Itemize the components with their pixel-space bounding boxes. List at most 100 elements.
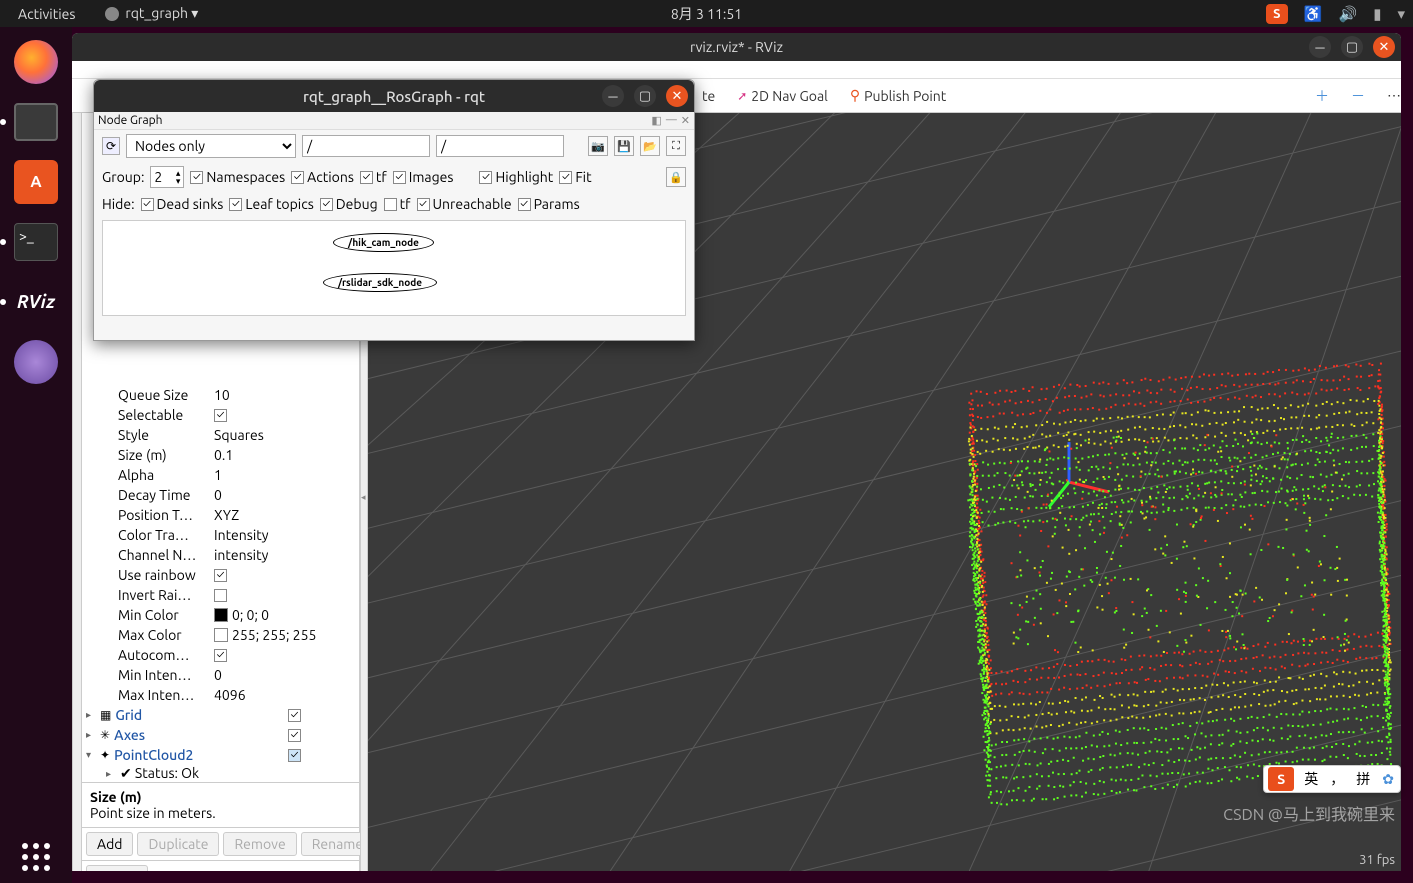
graph-node[interactable]: /hik_cam_node (333, 233, 434, 252)
property-row[interactable]: StyleSquares (82, 425, 359, 445)
ime-lang[interactable]: 英 (1298, 769, 1324, 789)
display-tree-item[interactable]: ▸▦Grid✓ (82, 705, 359, 725)
rqt-checkbox[interactable]: ✓tf (360, 169, 387, 185)
rqt-checkbox[interactable]: ✓Params (518, 196, 580, 212)
rqt-checkbox[interactable]: ✓Fit (559, 169, 591, 185)
property-row[interactable]: Max Inten…4096 (82, 685, 359, 705)
add-button[interactable]: Add (86, 832, 133, 856)
ns-filter-1[interactable] (302, 135, 430, 157)
system-menu-chevron-icon[interactable]: ▾ (1397, 5, 1405, 23)
reset-button[interactable]: Reset (86, 865, 148, 871)
property-row[interactable]: Channel N…intensity (82, 545, 359, 565)
rqt-checkbox[interactable]: ✓Actions (291, 169, 354, 185)
clock[interactable]: 8月 3 11:51 (671, 4, 742, 24)
property-description: Size (m) Point size in meters. (82, 782, 359, 827)
rqt-checkbox[interactable]: ✓Debug (320, 196, 378, 212)
dock-rviz[interactable]: RViz (9, 275, 63, 329)
property-row[interactable]: Max Color255; 255; 255 (82, 625, 359, 645)
desc-title: Size (m) (90, 789, 351, 805)
duplicate-button[interactable]: Duplicate (137, 832, 219, 856)
property-row[interactable]: Position T…XYZ (82, 505, 359, 525)
graph-node[interactable]: /rslidar_sdk_node (323, 273, 437, 292)
rqt-checkbox[interactable]: ✓Highlight (479, 169, 553, 185)
panel-collapse-handle[interactable] (72, 113, 82, 871)
toolbar-zoom-out-icon[interactable]: － (1351, 86, 1365, 106)
sogou-logo-icon: S (1268, 767, 1294, 791)
toolbar-zoom-in-icon[interactable]: ＋ (1315, 86, 1329, 106)
save-dot-button[interactable]: 💾 (614, 136, 634, 156)
close-button[interactable]: ✕ (1373, 36, 1395, 58)
volume-icon[interactable]: 🔊 (1339, 5, 1358, 23)
rqt-window: rqt_graph__RosGraph - rqt ─ ▢ ✕ Node Gra… (93, 79, 695, 341)
toolbar-nav-goal[interactable]: ➚2D Nav Goal (737, 88, 828, 104)
ime-settings-icon[interactable]: ✿ (1376, 771, 1400, 788)
dock-files[interactable] (9, 95, 63, 149)
dock-terminal[interactable]: >_ (9, 215, 63, 269)
dock-show-apps[interactable] (22, 843, 50, 871)
dock-software[interactable] (9, 155, 63, 209)
property-row[interactable]: Autocom…✓ (82, 645, 359, 665)
display-tree-item[interactable]: ▸✳Axes✓ (82, 725, 359, 745)
rqt-dock-icon[interactable]: ◧ (651, 114, 661, 127)
rviz-menubar[interactable] (72, 61, 1401, 79)
rviz-title-text: rviz.rviz* - RViz (690, 39, 783, 55)
rviz-titlebar[interactable]: rviz.rviz* - RViz ─ ▢ ✕ (72, 33, 1401, 61)
rqt-checkbox[interactable]: ✓Images (393, 169, 454, 185)
property-row[interactable]: Invert Rai… (82, 585, 359, 605)
rqt-titlebar[interactable]: rqt_graph__RosGraph - rqt ─ ▢ ✕ (94, 80, 694, 112)
rqt-maximize-button[interactable]: ▢ (634, 85, 656, 107)
sogou-ime-icon[interactable]: S (1266, 4, 1288, 24)
battery-icon[interactable]: ▮ (1373, 5, 1381, 23)
watermark: CSDN @马上到我碗里来 (1223, 801, 1395, 825)
rqt-close-button[interactable]: ✕ (666, 85, 688, 107)
ime-mode[interactable]: 拼 (1350, 769, 1376, 789)
rqt-close-panel-icon[interactable]: ✕ (681, 114, 690, 127)
rqt-checkbox[interactable]: ✓Unreachable (417, 196, 512, 212)
toolbar-more-icon[interactable]: ⋯ (1387, 87, 1401, 104)
rqt-graph-canvas[interactable]: /hik_cam_node /rslidar_sdk_node (102, 220, 686, 316)
refresh-button[interactable]: ⟳ (102, 137, 120, 155)
activities-button[interactable]: Activities (0, 6, 93, 22)
ime-toolbar[interactable]: S 英 ， 拼 ✿ (1263, 765, 1401, 793)
group-spinner[interactable]: 2▴▾ (150, 166, 184, 188)
rqt-title-text: rqt_graph__RosGraph - rqt (303, 88, 485, 105)
rqt-checkbox[interactable]: ✓Namespaces (190, 169, 285, 185)
toolbar-publish-point[interactable]: ⚲Publish Point (850, 87, 946, 104)
tray: S ♿ 🔊 ▮ ▾ (1266, 4, 1405, 24)
dock-network[interactable] (9, 335, 63, 389)
property-row[interactable]: Size (m)0.1 (82, 445, 359, 465)
panel-button-row: Add Duplicate Remove Rename (82, 827, 359, 860)
app-menu[interactable]: rqt_graph ▾ (93, 5, 210, 22)
save-image-button[interactable]: 📷 (588, 136, 608, 156)
rqt-minimize-button[interactable]: ─ (602, 85, 624, 107)
accessibility-icon[interactable]: ♿ (1304, 5, 1323, 23)
maximize-button[interactable]: ▢ (1341, 36, 1363, 58)
dock-firefox[interactable] (9, 35, 63, 89)
property-row[interactable]: Selectable✓ (82, 405, 359, 425)
fit-button[interactable]: ⛶ (666, 136, 686, 156)
property-row[interactable]: Color Tra…Intensity (82, 525, 359, 545)
minimize-button[interactable]: ─ (1309, 36, 1331, 58)
ns-filter-2[interactable] (436, 135, 564, 157)
property-row[interactable]: Alpha1 (82, 465, 359, 485)
app-name: rqt_graph ▾ (125, 5, 198, 22)
remove-button[interactable]: Remove (223, 832, 296, 856)
rqt-subheader: Node Graph ◧ — ✕ (94, 112, 694, 130)
property-row[interactable]: Use rainbow✓ (82, 565, 359, 585)
rqt-checkbox[interactable]: tf (384, 196, 411, 212)
lock-icon[interactable]: 🔒 (666, 167, 686, 187)
rqt-settings-icon[interactable]: — (666, 114, 677, 127)
rqt-checkbox[interactable]: ✓Leaf topics (229, 196, 313, 212)
rqt-checkbox[interactable]: ✓Dead sinks (141, 196, 224, 212)
node-filter-select[interactable]: Nodes only (126, 134, 296, 158)
status-ok: ✔ Status: Ok (120, 765, 199, 782)
property-row[interactable]: Decay Time0 (82, 485, 359, 505)
publish-point-icon: ⚲ (850, 87, 860, 104)
load-button[interactable]: 📂 (640, 136, 660, 156)
property-row[interactable]: Min Inten…0 (82, 665, 359, 685)
ime-punct[interactable]: ， (1324, 769, 1350, 789)
toolbar-estimate-tail[interactable]: te (702, 88, 715, 104)
property-row[interactable]: Queue Size10 (82, 385, 359, 405)
property-row[interactable]: Min Color0; 0; 0 (82, 605, 359, 625)
display-tree-item[interactable]: ▾✦PointCloud2✓ (82, 745, 359, 765)
